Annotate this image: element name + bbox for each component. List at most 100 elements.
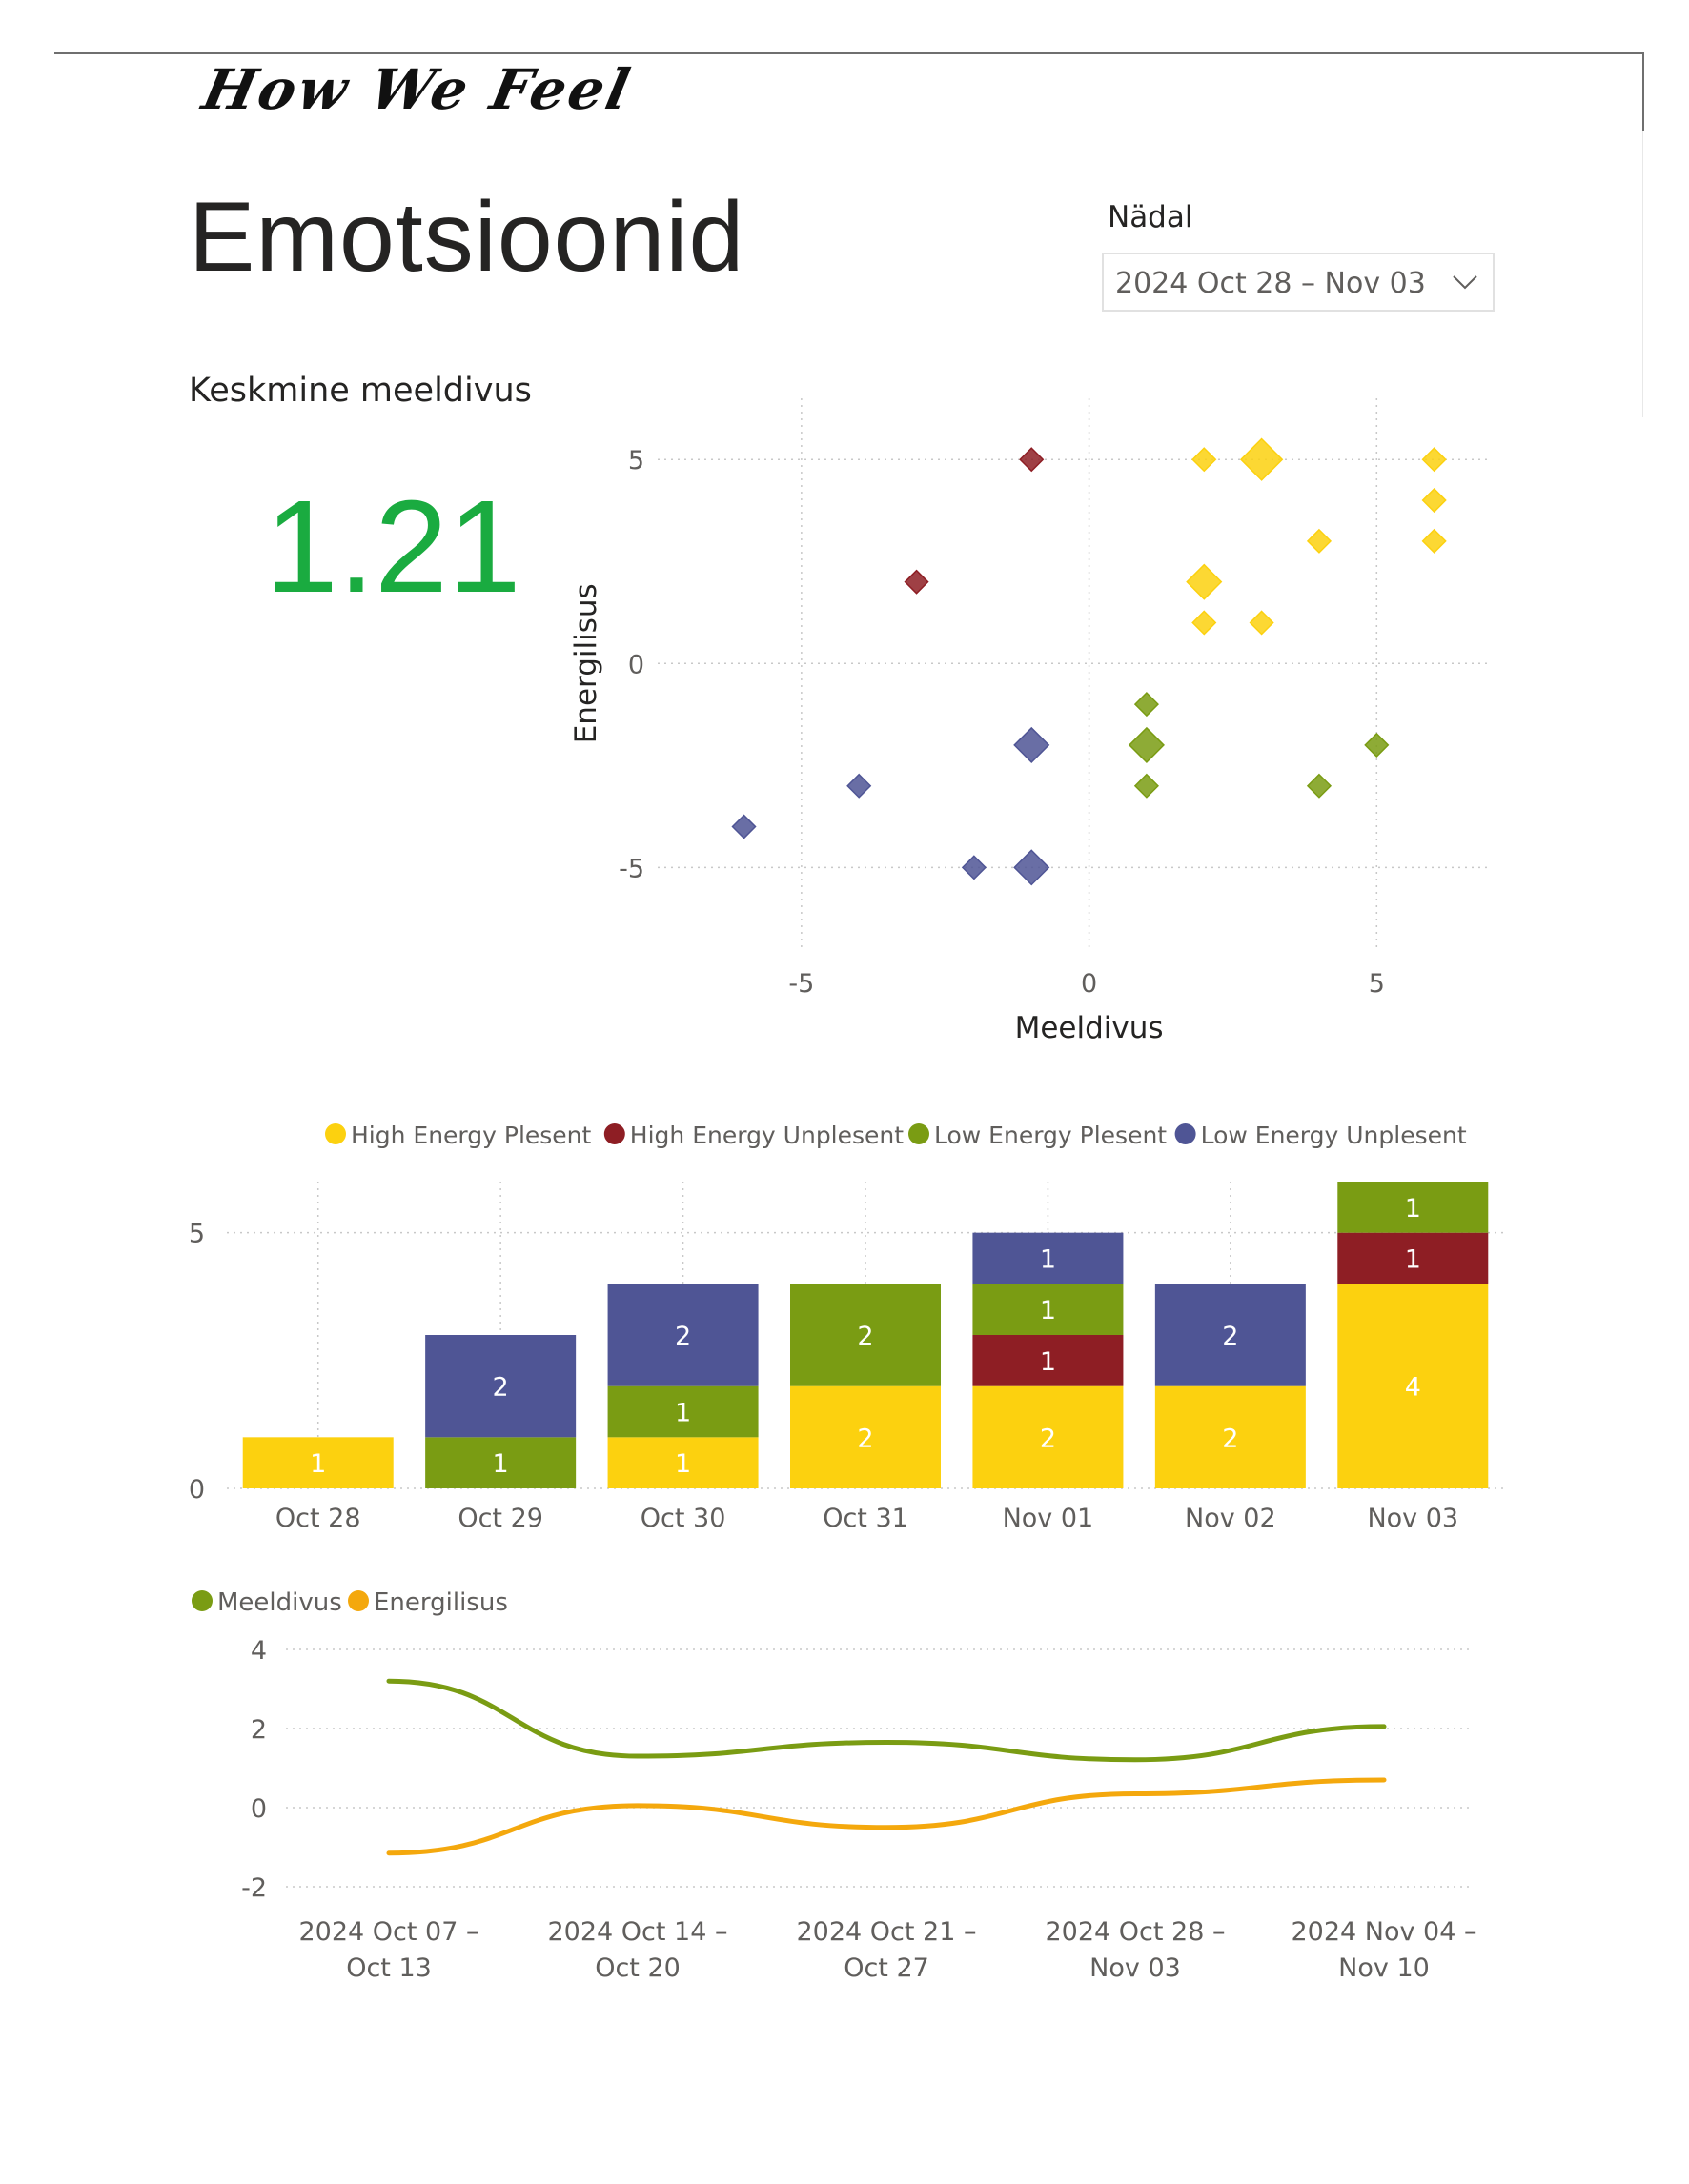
scatter-point	[1013, 726, 1050, 763]
legend-entry: Energilisus	[374, 1588, 508, 1617]
x-tick-label: 0	[1081, 969, 1097, 999]
chevron-down-icon	[1453, 275, 1477, 290]
scatter-point	[1249, 610, 1274, 636]
app-logo: How We Feel	[196, 57, 639, 122]
data-label: 4	[1405, 1373, 1421, 1403]
x-tick-label: Oct 31	[823, 1504, 908, 1533]
bar-segment	[425, 1437, 577, 1488]
data-label: 2	[1222, 1424, 1238, 1453]
x-tick-label-line2: Oct 20	[595, 1953, 681, 1983]
series-line-meeldivus	[386, 1678, 1387, 1763]
bar-segment	[607, 1385, 759, 1438]
data-label: 2	[857, 1322, 873, 1351]
legend-marker	[1174, 1123, 1196, 1144]
x-tick-label: 2024 Oct 14 –	[548, 1917, 728, 1947]
data-label: 1	[1040, 1245, 1056, 1275]
legend-entry: Low Energy Unplesent	[1201, 1122, 1467, 1149]
week-slicer-dropdown[interactable]: 2024 Oct 28 – Nov 03	[1102, 253, 1495, 312]
scatter-point	[1364, 732, 1390, 758]
kpi-label: Keskmine meeldivus	[189, 372, 532, 410]
y-tick-label: 0	[628, 650, 644, 679]
y-tick-label: 4	[251, 1636, 267, 1666]
data-label: 2	[857, 1424, 873, 1453]
bar-segment	[972, 1232, 1124, 1284]
kpi-value: 1.21	[265, 474, 521, 620]
legend-entry: Low Energy Plesent	[934, 1122, 1167, 1149]
x-tick-label: Nov 01	[1003, 1504, 1094, 1533]
legend-entry: Meeldivus	[217, 1588, 342, 1617]
scatter-point	[1421, 487, 1447, 514]
y-tick-label: 0	[251, 1794, 267, 1824]
x-tick-label: 5	[1369, 969, 1385, 999]
x-tick-label: Oct 29	[458, 1504, 543, 1533]
scatter-point	[904, 569, 929, 595]
legend-entry: High Energy Unplesent	[630, 1122, 904, 1149]
scatter-point	[1421, 528, 1447, 554]
scatter-point	[1133, 692, 1159, 718]
scatter-point	[961, 855, 987, 880]
x-tick-label-line2: Nov 03	[1089, 1953, 1181, 1983]
y-tick-label: -2	[241, 1873, 267, 1903]
bar-segment	[1337, 1284, 1489, 1488]
bar-segment	[972, 1385, 1124, 1488]
x-tick-label: 2024 Nov 04 –	[1291, 1917, 1476, 1947]
bar-segment	[1337, 1232, 1489, 1284]
scatter-point	[1421, 447, 1447, 473]
x-tick-label: 2024 Oct 28 –	[1046, 1917, 1226, 1947]
bar-segment	[1154, 1385, 1306, 1488]
data-label: 2	[1222, 1322, 1238, 1351]
x-tick-label: Nov 02	[1185, 1504, 1276, 1533]
x-tick-label-line2: Nov 10	[1338, 1953, 1430, 1983]
data-label: 1	[675, 1449, 691, 1479]
data-label: 1	[1040, 1347, 1056, 1377]
scatter-point	[1133, 773, 1159, 799]
data-label: 2	[1040, 1424, 1056, 1453]
legend-marker	[325, 1123, 346, 1144]
scatter-point	[1019, 447, 1045, 473]
legend-entry: High Energy Plesent	[351, 1122, 592, 1149]
y-tick-label: 2	[251, 1715, 267, 1745]
y-tick-label: 0	[189, 1475, 205, 1505]
y-tick-label: 5	[189, 1220, 205, 1249]
bar-segment	[607, 1437, 759, 1488]
scatter-point	[1128, 726, 1165, 763]
report-frame-top	[54, 52, 1644, 54]
y-tick-label: 5	[628, 446, 644, 475]
data-label: 2	[675, 1322, 691, 1351]
y-axis-label: Energilisus	[569, 583, 603, 743]
scatter-point	[1239, 437, 1284, 481]
series-line-energilisus	[386, 1777, 1387, 1856]
x-tick-label-line2: Oct 27	[844, 1953, 929, 1983]
x-tick-label: Oct 30	[641, 1504, 726, 1533]
data-label: 1	[675, 1399, 691, 1428]
report-frame-right-faint	[1642, 131, 1643, 417]
scatter-point	[1306, 773, 1333, 799]
scatter-point	[846, 773, 872, 799]
legend-marker	[192, 1590, 213, 1611]
scatter-point	[1013, 849, 1050, 886]
x-tick-label: Oct 28	[275, 1504, 361, 1533]
scatter-point	[1191, 610, 1217, 636]
data-label: 2	[493, 1373, 509, 1403]
bar-segment	[790, 1284, 941, 1386]
data-label: 1	[1405, 1194, 1421, 1223]
report-frame-right	[1642, 52, 1644, 131]
y-tick-label: -5	[619, 854, 644, 883]
data-label: 1	[493, 1449, 509, 1479]
bar-segment	[972, 1335, 1124, 1386]
data-label: 1	[310, 1449, 326, 1479]
scatter-point	[1306, 528, 1333, 554]
x-tick-label: Nov 03	[1367, 1504, 1458, 1533]
data-label: 1	[1040, 1296, 1056, 1325]
bar-segment	[425, 1335, 577, 1438]
scatter-point	[1186, 563, 1223, 600]
bar-segment	[1154, 1284, 1306, 1386]
bar-segment	[790, 1385, 941, 1488]
legend-marker	[603, 1123, 625, 1144]
x-tick-label: -5	[788, 969, 814, 999]
data-label: 1	[1405, 1245, 1421, 1275]
x-tick-label: 2024 Oct 07 –	[299, 1917, 479, 1947]
